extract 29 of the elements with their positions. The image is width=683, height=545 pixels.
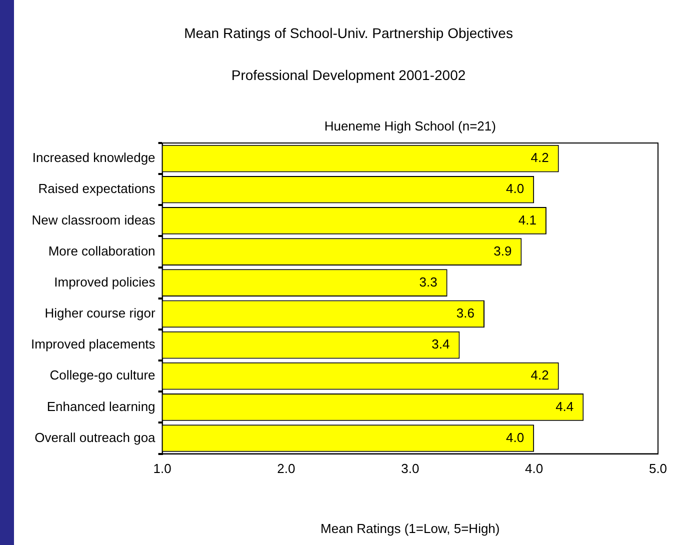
y-tick-label: Increased knowledge (32, 150, 156, 166)
y-tick-label: Overall outreach goa (34, 430, 156, 445)
data-label: 4.2 (530, 150, 549, 166)
text: Hueneme High School (n=21) (324, 118, 496, 134)
chart-title: Mean Ratings of School-Univ. Partnership Objectives (184, 24, 513, 41)
y-tick-label: Improved policies (54, 274, 156, 290)
y-tick-label: Improved placements (31, 336, 156, 352)
y-tick-label: Raised expectations (38, 181, 156, 196)
data-label: 3.6 (456, 306, 474, 321)
y-tick-label: College-go culture (50, 368, 156, 383)
chart-subtitle: Professional Development 2001-2002 (231, 66, 466, 83)
data-label: 3.4 (432, 336, 450, 352)
y-tick-label: More collaboration (48, 243, 156, 258)
x-tick-label: 3.0 (401, 461, 420, 476)
data-label: 4.1 (518, 212, 536, 228)
y-tick-label: Enhanced learning (46, 398, 156, 414)
x-tick-label: 4.0 (525, 461, 544, 476)
data-label: 3.9 (494, 243, 512, 258)
data-label: 4.4 (556, 398, 574, 414)
x-tick-label: 5.0 (648, 461, 668, 476)
x-tick-label: 1.0 (153, 461, 172, 476)
x-tick-label: 2.0 (277, 461, 296, 476)
y-tick-label: New classroom ideas (32, 212, 156, 228)
data-label: 4.0 (506, 181, 524, 196)
data-label: 4.0 (506, 430, 524, 445)
data-label: 4.2 (530, 368, 549, 383)
y-tick-label: Higher course rigor (44, 306, 156, 321)
data-label: 3.3 (419, 274, 438, 290)
x-axis-title: Mean Ratings (1=Low, 5=High) (320, 520, 500, 536)
